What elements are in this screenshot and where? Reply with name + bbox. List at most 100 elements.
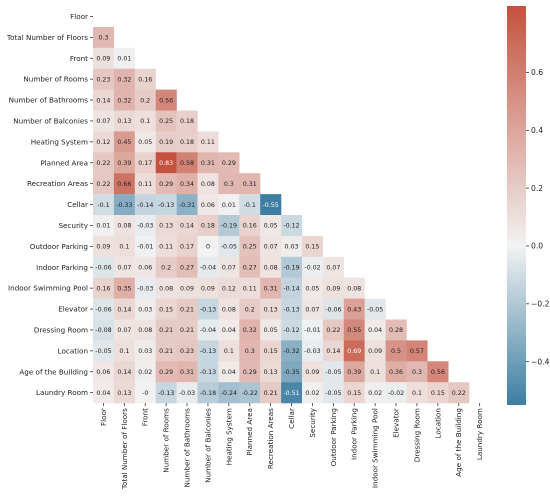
cell-value-label: -0.13 [283, 306, 299, 313]
cell-value-label: -0.05 [325, 390, 341, 397]
heatmap-cell [113, 131, 135, 153]
row-label: Security [58, 221, 88, 230]
cell-value-label: 0.27 [243, 264, 257, 271]
heatmap-cell [134, 256, 156, 278]
cell-value-label: -0.02 [388, 390, 404, 397]
cell-value-label: 0.08 [347, 285, 361, 292]
cell-value-label: 0.25 [159, 118, 173, 125]
heatmap-cell [113, 298, 135, 320]
cell-value-label: -0.19 [283, 264, 299, 271]
colorbar-tick-label: 0.4 [531, 126, 543, 135]
cell-value-label: 0.03 [285, 244, 299, 251]
column-labels: Floor Total Number of Floors Front Number o… [99, 403, 484, 490]
row-label: Elevator [58, 305, 88, 314]
heatmap-cell [260, 277, 282, 299]
cell-value-label: 0.13 [264, 306, 278, 313]
cell-value-label: 0.05 [264, 223, 278, 230]
cell-value-label: 0.07 [96, 118, 110, 125]
row-label: Dressing Room [34, 325, 88, 334]
heatmap-cell [281, 298, 303, 320]
heatmap-cell [197, 194, 219, 216]
heatmap-cell [364, 361, 386, 383]
cell-value-label: -0.13 [158, 202, 174, 209]
heatmap-cell [155, 340, 177, 362]
heatmap-cell [364, 382, 386, 404]
cell-value-label: 0.34 [180, 181, 194, 188]
cell-value-label: 0.16 [243, 223, 257, 230]
heatmap-cell [260, 194, 282, 216]
heatmap-cell [93, 68, 115, 90]
column-label: Floor [99, 408, 108, 426]
heatmap-cell [93, 26, 115, 48]
column-label: Dressing Room [412, 408, 421, 462]
cell-value-label: 0.35 [117, 285, 131, 292]
row-label: Planned Area [40, 158, 88, 167]
cell-value-label: 0.29 [159, 181, 173, 188]
cell-value-label: -0.08 [95, 327, 111, 334]
cell-value-label: -0.1 [244, 202, 256, 209]
cells-layer: 0.3 0.09 0.01 0.23 0.32 0.16 0.14 0.32 0.2 0.56 0.… [93, 26, 470, 404]
heatmap-cell [197, 340, 219, 362]
column-label: Planned Area [245, 408, 254, 456]
cell-value-label: 0.56 [159, 97, 173, 104]
colorbar-tick-label: 0.6 [531, 68, 543, 77]
heatmap-cell [322, 298, 344, 320]
heatmap-cell [343, 340, 365, 362]
colorbar: −0.4 −0.2 0.0 0.2 0.4 0.6 [507, 6, 550, 405]
heatmap-cell [260, 256, 282, 278]
cell-value-label: 0.21 [180, 327, 194, 334]
heatmap-cell [218, 256, 240, 278]
heatmap-cell [197, 215, 219, 237]
heatmap-cell [134, 194, 156, 216]
cell-value-label: 0.3 [224, 181, 234, 188]
cell-value-label: -0.04 [200, 264, 216, 271]
heatmap-cell [239, 235, 261, 257]
heatmap-cell [218, 277, 240, 299]
heatmap-cell [93, 319, 115, 341]
cell-value-label: -0.51 [283, 390, 299, 397]
heatmap-cell [155, 110, 177, 132]
row-label: Floor [70, 12, 88, 21]
cell-value-label: 0.58 [180, 160, 194, 167]
heatmap-cell [176, 319, 198, 341]
heatmap-cell [93, 340, 115, 362]
heatmap-cell [364, 319, 386, 341]
heatmap-cell [93, 256, 115, 278]
cell-value-label: 0.31 [180, 369, 194, 376]
column-label: Location [433, 408, 442, 438]
cell-value-label: -0.32 [283, 348, 299, 355]
cell-value-label: -0.31 [179, 202, 195, 209]
heatmap-cell [218, 194, 240, 216]
heatmap-cell [218, 340, 240, 362]
cell-value-label: 0.55 [347, 327, 361, 334]
heatmap-cell [176, 131, 198, 153]
heatmap-cell [239, 319, 261, 341]
heatmap-cell [155, 298, 177, 320]
heatmap-cell [176, 298, 198, 320]
heatmap-cell [302, 319, 324, 341]
heatmap-cell [155, 235, 177, 257]
heatmap-cell [113, 68, 135, 90]
cell-value-label: -0.24 [221, 390, 237, 397]
cell-value-label: 0.22 [326, 327, 340, 334]
heatmap-cell [93, 235, 115, 257]
cell-value-label: 0.05 [264, 327, 278, 334]
heatmap-cell [302, 298, 324, 320]
cell-value-label: -0.1 [97, 202, 109, 209]
cell-value-label: 0.15 [264, 348, 278, 355]
cell-value-label: 0.11 [138, 181, 152, 188]
column-label: Number of Rooms [162, 408, 171, 473]
cell-value-label: 0.2 [161, 264, 171, 271]
heatmap-cell [281, 361, 303, 383]
heatmap-cell [93, 277, 115, 299]
cell-value-label: 0.69 [347, 348, 361, 355]
cell-value-label: 0.23 [180, 348, 194, 355]
heatmap-cell [197, 382, 219, 404]
heatmap-cell [113, 361, 135, 383]
heatmap-cell [302, 382, 324, 404]
cell-value-label: 0.14 [117, 306, 131, 313]
row-label: Number of Rooms [23, 75, 88, 84]
cell-value-label: 0.14 [96, 97, 110, 104]
cell-value-label: 0.2 [245, 306, 255, 313]
heatmap-cell [93, 152, 115, 174]
